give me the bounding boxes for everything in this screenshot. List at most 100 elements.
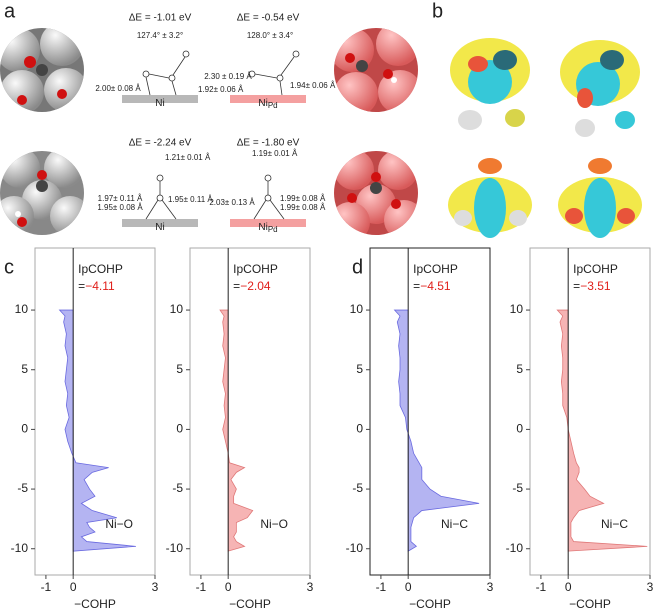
y-tick-label: -10 [506, 541, 524, 555]
geometry-annotation: 2.03± 0.13 Å [209, 198, 255, 207]
y-tick-label: 0 [176, 422, 183, 436]
x-tick-label: 0 [70, 580, 77, 594]
substrate-main: Ni [155, 222, 164, 233]
x-axis-label: −COHP [409, 597, 451, 611]
y-tick-label: -5 [17, 481, 28, 495]
bond-label: Ni−C [601, 517, 628, 531]
cohp-area [556, 309, 648, 552]
annotation-title: IpCOHP [413, 262, 458, 276]
geometry-annotation: 1.99± 0.08 Å [280, 194, 326, 203]
energy-label: ΔE = -0.54 eV [237, 13, 300, 24]
plot-frame [34, 247, 156, 576]
y-tick-label: 5 [516, 362, 523, 376]
cohp-area [219, 309, 254, 552]
energy-label: ΔE = -1.01 eV [129, 13, 192, 24]
geometry-annotation: 128.0° ± 3.4° [247, 31, 293, 40]
cohp-area [58, 309, 136, 552]
panel-label: a [4, 0, 16, 22]
x-axis-label: −COHP [229, 597, 271, 611]
geometry-annotation: 1.95± 0.08 Å [97, 203, 143, 212]
y-tick-label: -5 [352, 481, 363, 495]
substrate-main: Ni [258, 222, 267, 233]
annotation-title: IpCOHP [233, 262, 278, 276]
x-tick-label: 0 [225, 580, 232, 594]
y-tick-label: -10 [166, 541, 184, 555]
isosurface-images [448, 38, 642, 238]
substrate-main: Ni [258, 98, 267, 109]
geometry-annotation: 1.19± 0.01 Å [252, 149, 298, 158]
y-tick-label: 0 [516, 422, 523, 436]
annotation-number: −4.11 [85, 279, 115, 293]
annotation-prefix: = [413, 279, 420, 293]
panel-label: c [4, 256, 14, 278]
x-tick-label: -1 [196, 580, 207, 594]
x-tick-label: 0 [405, 580, 412, 594]
y-tick-label: -10 [11, 541, 29, 555]
y-tick-label: 10 [510, 302, 524, 316]
geometry-annotation: 2.00± 0.08 Å [95, 84, 141, 93]
plot-frame [529, 247, 651, 576]
annotation-value: =−4.51 [413, 279, 451, 293]
annotation-prefix: = [78, 279, 85, 293]
annotation-value: =−2.04 [233, 279, 271, 293]
surface-image [334, 28, 418, 112]
substrate-sub: Pd [268, 101, 278, 110]
x-tick-label: -1 [376, 580, 387, 594]
panel-label: b [432, 0, 443, 22]
geometry-annotation: 1.21± 0.01 Å [165, 153, 211, 162]
bond-label: Ni−O [260, 517, 288, 531]
surface-image [334, 151, 418, 235]
x-axis-label: −COHP [74, 597, 116, 611]
y-tick-label: 5 [21, 362, 28, 376]
bond-label: Ni−C [441, 517, 468, 531]
plot-frame [369, 247, 491, 576]
y-tick-label: -5 [172, 481, 183, 495]
energy-label: ΔE = -2.24 eV [129, 138, 192, 149]
geometry-annotation: 127.4° ± 3.2° [137, 31, 183, 40]
plot-frame [189, 247, 311, 576]
annotation-number: −2.04 [240, 279, 271, 293]
y-tick-label: 10 [350, 302, 364, 316]
geometry-annotation: 1.97± 0.11 Å [98, 194, 143, 203]
geometry-annotation: 1.92± 0.06 Å [198, 85, 244, 94]
x-tick-label: -1 [41, 580, 52, 594]
x-tick-label: -1 [536, 580, 547, 594]
x-tick-label: 3 [152, 580, 159, 594]
y-tick-label: -5 [512, 481, 523, 495]
annotation-value: =−3.51 [573, 279, 611, 293]
annotation-value: =−4.11 [78, 279, 115, 293]
surface-image [0, 28, 84, 112]
x-tick-label: 3 [487, 580, 494, 594]
x-tick-label: 0 [565, 580, 572, 594]
x-axis-label: −COHP [569, 597, 611, 611]
geometry-annotation: 2.30 ± 0.19 Å [204, 72, 252, 81]
substrate-label: NiPd [258, 222, 277, 234]
substrate-label: NiPd [258, 98, 277, 110]
annotation-title: IpCOHP [78, 262, 123, 276]
y-tick-label: 5 [356, 362, 363, 376]
geometry-annotation: 1.99± 0.08 Å [280, 203, 326, 212]
bond-label: Ni−O [105, 517, 133, 531]
substrate-main: Ni [155, 98, 164, 109]
annotation-title: IpCOHP [573, 262, 618, 276]
cohp-area [393, 309, 480, 552]
y-tick-label: 10 [170, 302, 184, 316]
y-tick-label: 10 [15, 302, 29, 316]
annotation-prefix: = [573, 279, 580, 293]
x-tick-label: 3 [647, 580, 654, 594]
annotation-prefix: = [233, 279, 240, 293]
schematic [122, 50, 306, 227]
y-tick-label: 0 [356, 422, 363, 436]
substrate-label: Ni [155, 98, 164, 109]
surface-image [0, 151, 84, 235]
energy-label: ΔE = -1.80 eV [237, 138, 300, 149]
geometry-annotation: 1.94± 0.06 Å [290, 81, 336, 90]
substrate-label: Ni [155, 222, 164, 233]
substrate-sub: Pd [268, 225, 278, 234]
annotation-number: −3.51 [580, 279, 611, 293]
y-tick-label: 5 [176, 362, 183, 376]
y-tick-label: 0 [21, 422, 28, 436]
x-tick-label: 3 [307, 580, 314, 594]
geometry-annotation: 1.95± 0.11 Å [168, 195, 213, 204]
